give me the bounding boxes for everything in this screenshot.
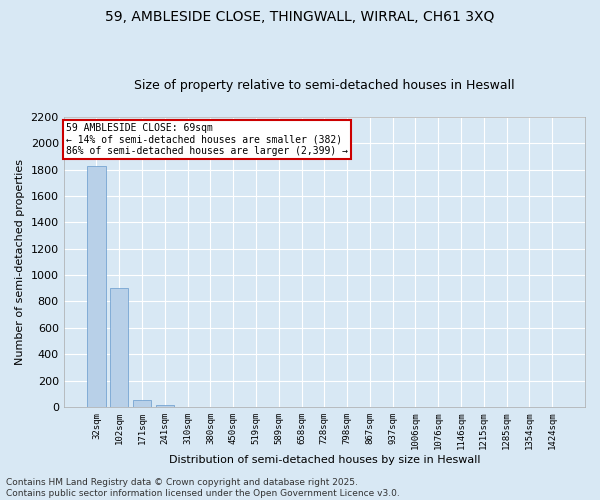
Bar [110,288,128,407]
Text: 59 AMBLESIDE CLOSE: 69sqm
← 14% of semi-detached houses are smaller (382)
86% of: 59 AMBLESIDE CLOSE: 69sqm ← 14% of semi-… [66,122,348,156]
Title: Size of property relative to semi-detached houses in Heswall: Size of property relative to semi-detach… [134,79,515,92]
Bar [88,166,106,407]
X-axis label: Distribution of semi-detached houses by size in Heswall: Distribution of semi-detached houses by … [169,455,480,465]
Bar [156,406,174,407]
Text: Contains HM Land Registry data © Crown copyright and database right 2025.
Contai: Contains HM Land Registry data © Crown c… [6,478,400,498]
Bar [133,400,151,407]
Y-axis label: Number of semi-detached properties: Number of semi-detached properties [15,159,25,365]
Text: 59, AMBLESIDE CLOSE, THINGWALL, WIRRAL, CH61 3XQ: 59, AMBLESIDE CLOSE, THINGWALL, WIRRAL, … [106,10,494,24]
